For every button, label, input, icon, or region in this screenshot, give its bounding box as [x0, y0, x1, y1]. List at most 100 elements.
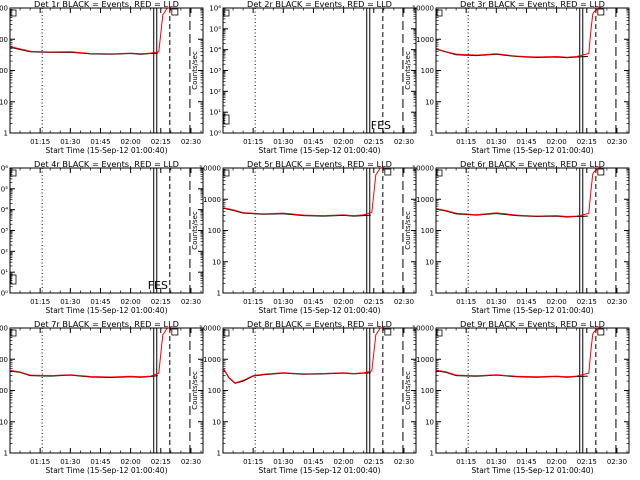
- y-tick-label: 1000: [416, 356, 434, 364]
- plot-frame: [222, 327, 417, 454]
- panel-1: Det 1r BLACK = Events, RED = LLD 1 10 100 10…: [0, 0, 204, 155]
- x-tick-label: 01:15: [456, 458, 476, 466]
- x-tick-label: 02:30: [394, 298, 414, 306]
- panel-title: Det 5r BLACK = Events, RED = LLD: [247, 159, 392, 169]
- y-axis-label: Counts/sec: [191, 211, 199, 250]
- x-tick-label: 01:30: [486, 138, 506, 146]
- x-tick-label: 01:30: [486, 298, 506, 306]
- x-tick-label: 01:30: [273, 458, 293, 466]
- y-tick-label: 10⁵: [0, 185, 8, 193]
- x-tick-label: 02:15: [364, 138, 384, 146]
- right-marker-box: [597, 8, 605, 16]
- panel-title: Det 2r BLACK = Events, RED = LLD: [247, 0, 392, 9]
- lld-series-line: [9, 326, 172, 378]
- y-axis-label: Counts/sec: [404, 211, 412, 250]
- y-tick-label: 10³: [209, 67, 221, 75]
- y-tick-label: 10⁰: [0, 290, 8, 298]
- y-tick-label: 10²: [209, 88, 221, 96]
- plot-frame: [435, 7, 630, 134]
- x-axis-label: Start Time (15-Sep-12 01:00:40): [259, 146, 381, 155]
- y-tick-label: 1000: [416, 36, 434, 44]
- y-axis-label: Counts/sec: [404, 371, 412, 410]
- y-axis-label: Counts/sec: [191, 371, 199, 410]
- panel-9: Det 9r BLACK = Events, RED = LLD 1 10 100 10…: [404, 319, 630, 475]
- y-tick-label: 10: [212, 418, 221, 426]
- lld-series-line: [435, 166, 602, 218]
- y-tick-label: 10: [425, 258, 434, 266]
- x-tick-label: 01:45: [90, 298, 110, 306]
- x-tick-label: 02:15: [151, 138, 171, 146]
- x-tick-label: 02:15: [577, 298, 597, 306]
- x-tick-label: 01:30: [60, 458, 80, 466]
- x-tick-label: 01:30: [486, 458, 506, 466]
- x-tick-label: 02:30: [181, 298, 201, 306]
- x-tick-label: 02:00: [334, 458, 354, 466]
- y-tick-label: 10000: [412, 325, 434, 333]
- x-tick-label: 01:45: [516, 458, 536, 466]
- x-tick-label: 01:30: [60, 138, 80, 146]
- x-tick-label: 01:15: [30, 458, 50, 466]
- x-tick-label: 01:30: [273, 298, 293, 306]
- x-axis-label: Start Time (15-Sep-12 01:00:40): [46, 146, 168, 155]
- left-marker-box: [223, 329, 230, 337]
- x-tick-label: 01:30: [60, 298, 80, 306]
- y-tick-label: 10: [425, 98, 434, 106]
- x-tick-label: 02:00: [121, 458, 141, 466]
- y-tick-label: 1000: [0, 356, 8, 364]
- y-tick-label: 10⁶: [209, 5, 221, 13]
- x-tick-label: 02:15: [577, 458, 597, 466]
- x-tick-label: 01:15: [243, 458, 263, 466]
- y-axis-label: Counts/sec: [404, 51, 412, 90]
- x-axis-label: Start Time (15-Sep-12 01:00:40): [472, 466, 594, 475]
- y-tick-label: 100: [208, 387, 221, 395]
- x-tick-label: 02:00: [121, 298, 141, 306]
- right-marker-box: [384, 328, 392, 336]
- y-tick-label: 10000: [0, 5, 8, 13]
- y-tick-label: 1000: [0, 36, 8, 44]
- x-tick-label: 02:15: [364, 458, 384, 466]
- x-tick-label: 01:15: [456, 138, 476, 146]
- x-tick-label: 01:45: [90, 138, 110, 146]
- x-tick-label: 01:15: [243, 138, 263, 146]
- x-tick-label: 02:30: [181, 138, 201, 146]
- x-tick-label: 01:15: [30, 138, 50, 146]
- x-tick-label: 02:15: [151, 458, 171, 466]
- lld-series-line: [9, 6, 172, 55]
- x-tick-label: 02:00: [547, 138, 567, 146]
- y-tick-label: 1: [4, 450, 8, 458]
- left-marker-box: [10, 169, 17, 177]
- panel-7: Det 7r BLACK = Events, RED = LLD 1 10 100 10…: [0, 319, 204, 475]
- x-tick-label: 02:15: [577, 138, 597, 146]
- panel-title: Det 8r BLACK = Events, RED = LLD: [247, 319, 392, 329]
- panel-title: Det 9r BLACK = Events, RED = LLD: [460, 319, 605, 329]
- y-tick-label: 1000: [203, 356, 221, 364]
- plot-frame: [9, 167, 204, 294]
- x-tick-label: 02:15: [151, 298, 171, 306]
- x-tick-label: 02:00: [334, 298, 354, 306]
- x-tick-label: 02:30: [607, 458, 627, 466]
- y-tick-label: 10000: [199, 165, 221, 173]
- x-tick-label: 02:30: [394, 458, 414, 466]
- x-tick-label: 01:45: [303, 138, 323, 146]
- x-tick-label: 02:00: [547, 298, 567, 306]
- y-tick-label: 10¹: [0, 269, 8, 277]
- x-tick-label: 02:30: [607, 298, 627, 306]
- right-marker-box: [171, 8, 179, 16]
- y-tick-label: 1: [217, 450, 221, 458]
- left-marker-box: [10, 9, 17, 17]
- plot-frame: [222, 7, 417, 134]
- y-tick-label: 10⁰: [209, 130, 221, 138]
- panel-2: Det 2r BLACK = Events, RED = LLD 10⁰ 10¹ 10…: [191, 0, 417, 155]
- left-marker-box: [436, 169, 443, 177]
- y-tick-label: 10000: [412, 165, 434, 173]
- lld-series-line: [435, 326, 602, 378]
- y-tick-label: 1: [430, 290, 434, 298]
- fes-annotation: FES: [148, 279, 168, 292]
- x-tick-label: 01:45: [303, 458, 323, 466]
- y-tick-label: 10: [0, 98, 8, 106]
- panel-title: Det 1r BLACK = Events, RED = LLD: [34, 0, 179, 9]
- lld-series-line: [435, 6, 602, 58]
- x-tick-label: 02:00: [334, 138, 354, 146]
- lld-series-line: [222, 166, 385, 217]
- y-tick-label: 10⁶: [0, 165, 8, 173]
